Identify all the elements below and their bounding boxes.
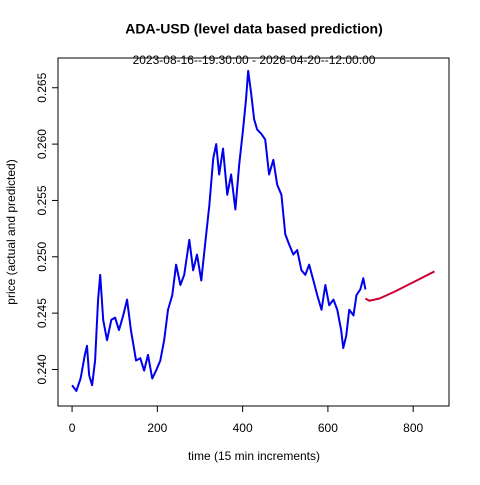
y-tick-label: 0.240 <box>35 354 49 384</box>
x-tick-label: 600 <box>318 421 338 435</box>
price-line <box>364 270 435 302</box>
x-tick-label: 0 <box>69 421 76 435</box>
chart-subtitle: 2023-08-16--19:30:00 - 2026-04-20--12:00… <box>133 53 376 67</box>
chart-title: ADA-USD (level data based prediction) <box>125 21 383 37</box>
x-tick-label: 200 <box>147 421 167 435</box>
plot-frame <box>57 57 450 407</box>
y-tick-label: 0.245 <box>35 298 49 328</box>
x-axis-label: time (15 min increments) <box>188 449 320 463</box>
y-tick-label: 0.250 <box>35 241 49 271</box>
y-tick-label: 0.255 <box>35 185 49 215</box>
y-axis-label: price (actual and predicted) <box>4 159 18 304</box>
y-tick-label: 0.265 <box>35 72 49 102</box>
x-tick-label: 400 <box>233 421 253 435</box>
y-tick-label: 0.260 <box>35 129 49 159</box>
x-tick-label: 800 <box>403 421 423 435</box>
price-line <box>71 69 367 392</box>
